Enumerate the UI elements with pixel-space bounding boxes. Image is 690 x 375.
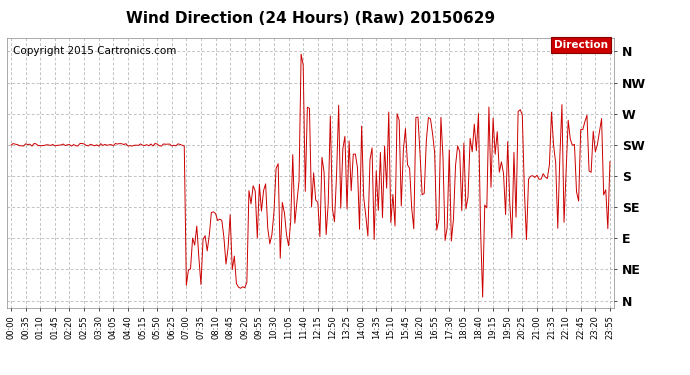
Text: Wind Direction (24 Hours) (Raw) 20150629: Wind Direction (24 Hours) (Raw) 20150629	[126, 11, 495, 26]
Text: Direction: Direction	[554, 40, 608, 50]
Text: Copyright 2015 Cartronics.com: Copyright 2015 Cartronics.com	[13, 46, 177, 56]
